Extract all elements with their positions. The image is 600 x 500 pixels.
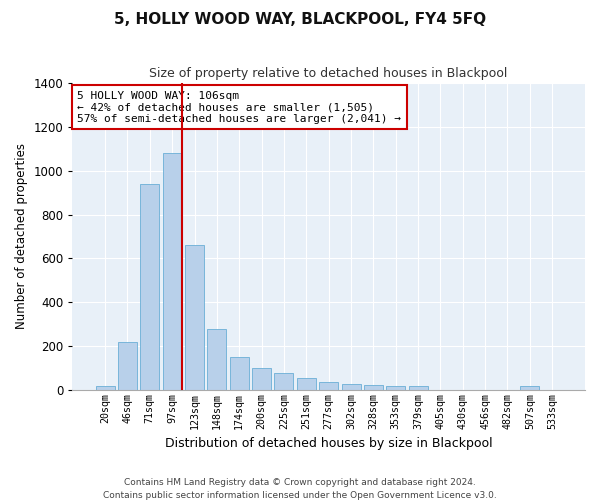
Bar [274,374,293,390]
Bar [163,153,182,390]
Text: 5 HOLLY WOOD WAY: 106sqm
← 42% of detached houses are smaller (1,505)
57% of sem: 5 HOLLY WOOD WAY: 106sqm ← 42% of detach… [77,90,401,124]
Text: Contains HM Land Registry data © Crown copyright and database right 2024.
Contai: Contains HM Land Registry data © Crown c… [103,478,497,500]
Bar [252,368,271,390]
Bar [520,386,539,390]
Y-axis label: Number of detached properties: Number of detached properties [15,144,28,330]
Bar [319,382,338,390]
Bar [386,386,405,390]
Bar [230,357,249,390]
Text: 5, HOLLY WOOD WAY, BLACKPOOL, FY4 5FQ: 5, HOLLY WOOD WAY, BLACKPOOL, FY4 5FQ [114,12,486,28]
Bar [341,384,361,390]
Title: Size of property relative to detached houses in Blackpool: Size of property relative to detached ho… [149,68,508,80]
Bar [118,342,137,390]
Bar [297,378,316,390]
Bar [140,184,160,390]
X-axis label: Distribution of detached houses by size in Blackpool: Distribution of detached houses by size … [165,437,493,450]
Bar [364,385,383,390]
Bar [185,245,204,390]
Bar [95,386,115,390]
Bar [409,386,428,390]
Bar [208,328,226,390]
